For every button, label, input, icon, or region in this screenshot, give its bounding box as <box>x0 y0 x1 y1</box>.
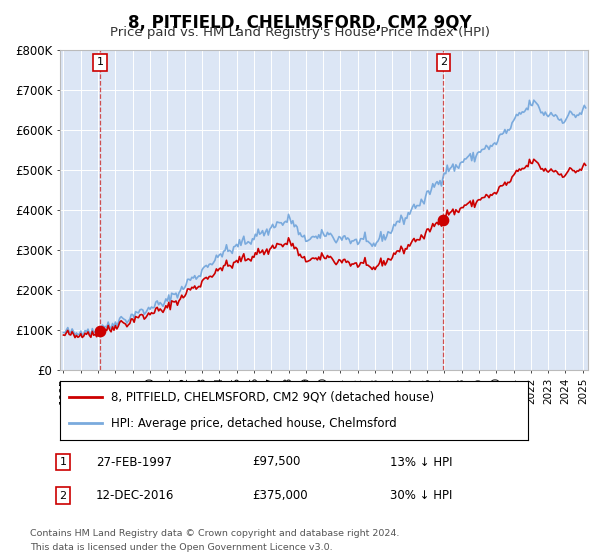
Text: 8, PITFIELD, CHELMSFORD, CM2 9QY: 8, PITFIELD, CHELMSFORD, CM2 9QY <box>128 14 472 32</box>
Text: HPI: Average price, detached house, Chelmsford: HPI: Average price, detached house, Chel… <box>112 417 397 430</box>
Text: 12-DEC-2016: 12-DEC-2016 <box>96 489 175 502</box>
Point <box>95 326 105 335</box>
Text: 13% ↓ HPI: 13% ↓ HPI <box>390 455 452 469</box>
Text: 2: 2 <box>59 491 67 501</box>
Text: 1: 1 <box>59 457 67 467</box>
Text: 1: 1 <box>97 57 104 67</box>
Text: Price paid vs. HM Land Registry's House Price Index (HPI): Price paid vs. HM Land Registry's House … <box>110 26 490 39</box>
Text: 30% ↓ HPI: 30% ↓ HPI <box>390 489 452 502</box>
Text: This data is licensed under the Open Government Licence v3.0.: This data is licensed under the Open Gov… <box>30 543 332 552</box>
Text: £375,000: £375,000 <box>252 489 308 502</box>
Text: £97,500: £97,500 <box>252 455 301 469</box>
Text: 8, PITFIELD, CHELMSFORD, CM2 9QY (detached house): 8, PITFIELD, CHELMSFORD, CM2 9QY (detach… <box>112 391 434 404</box>
Text: Contains HM Land Registry data © Crown copyright and database right 2024.: Contains HM Land Registry data © Crown c… <box>30 529 400 538</box>
Text: 2: 2 <box>440 57 447 67</box>
Point <box>439 216 448 225</box>
Text: 27-FEB-1997: 27-FEB-1997 <box>96 455 172 469</box>
